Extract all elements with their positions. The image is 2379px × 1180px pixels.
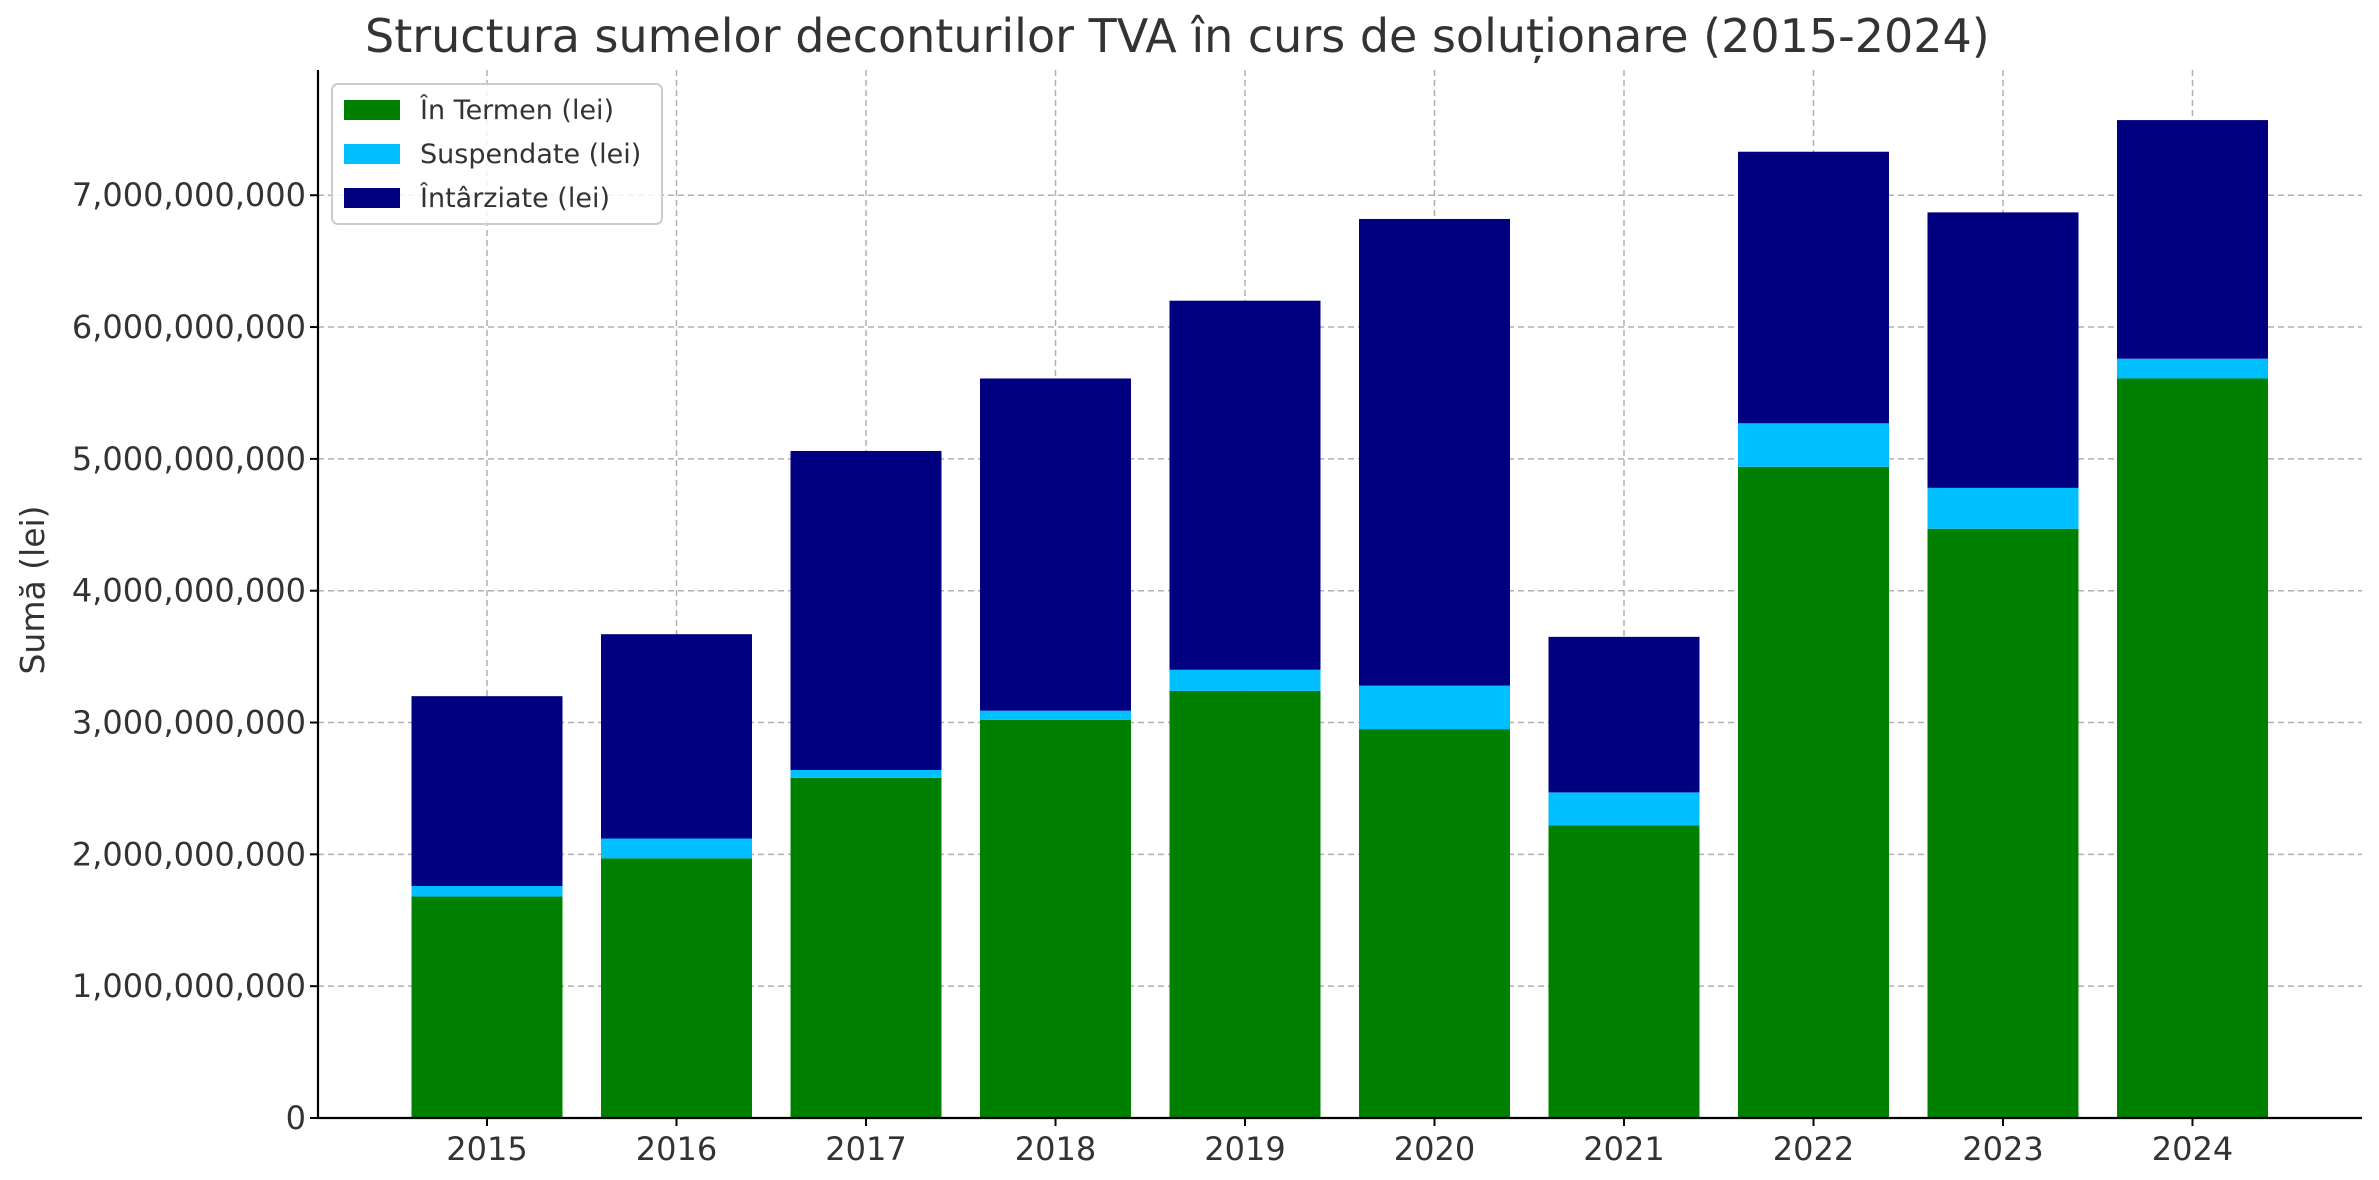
x-tick-label: 2021 xyxy=(1583,1130,1664,1168)
bar-segment-in-termen-2019 xyxy=(1169,690,1321,1118)
bar-segment-intarziate-2023 xyxy=(1927,212,2079,488)
chart-title: Structura sumelor deconturilor TVA în cu… xyxy=(365,9,1990,64)
bar-segment-suspendate-2020 xyxy=(1359,685,1510,730)
legend-box xyxy=(331,83,663,225)
x-tick-label: 2018 xyxy=(1015,1130,1096,1168)
bar-segment-intarziate-2020 xyxy=(1359,218,1510,686)
legend-swatch xyxy=(344,188,400,208)
legend-label: În Termen (lei) xyxy=(419,94,614,126)
bar-segment-suspendate-2019 xyxy=(1169,669,1321,691)
bar-segment-suspendate-2017 xyxy=(790,769,942,778)
bar-segment-in-termen-2022 xyxy=(1738,466,1889,1119)
bar-segment-in-termen-2023 xyxy=(1927,528,2079,1118)
legend-swatch xyxy=(344,100,400,120)
bar-segment-in-termen-2017 xyxy=(790,777,942,1118)
bar-segment-in-termen-2018 xyxy=(980,719,1131,1118)
x-tick-labels: 2015 2016 2017 2018 2019 2020 2021 2022 2023 2024 xyxy=(446,1130,2233,1168)
x-tick-label: 2019 xyxy=(1204,1130,1285,1168)
bar-segment-suspendate-2024 xyxy=(2117,358,2268,379)
x-tick-label: 2016 xyxy=(636,1130,717,1168)
bar-segment-in-termen-2015 xyxy=(411,896,563,1118)
x-tick-label: 2015 xyxy=(446,1130,527,1168)
bar-segment-intarziate-2015 xyxy=(411,696,563,886)
y-tick-label: 2,000,000,000 xyxy=(72,835,306,873)
y-tick-label: 4,000,000,000 xyxy=(72,572,306,610)
bar-segment-intarziate-2019 xyxy=(1169,300,1321,670)
y-tick-label: 6,000,000,000 xyxy=(72,308,306,346)
legend: În Termen (lei) Suspendate (lei) Întârziat… xyxy=(331,83,663,225)
bar-segment-suspendate-2016 xyxy=(601,838,752,859)
bar-segment-intarziate-2021 xyxy=(1548,636,1700,793)
x-tick-label: 2017 xyxy=(825,1130,906,1168)
bar-segment-in-termen-2021 xyxy=(1548,825,1700,1118)
legend-label: Suspendate (lei) xyxy=(420,139,641,170)
y-tick-label: 1,000,000,000 xyxy=(72,967,306,1005)
y-tick-labels: 0 1,000,000,000 2,000,000,000 3,000,000,000… xyxy=(72,176,306,1137)
bar-segment-intarziate-2018 xyxy=(980,378,1131,711)
bar-segment-suspendate-2018 xyxy=(980,710,1131,720)
bar-segment-suspendate-2015 xyxy=(411,885,563,897)
bar-segment-in-termen-2016 xyxy=(601,858,752,1118)
bars xyxy=(411,120,2268,1119)
legend-label: Întârziate (lei) xyxy=(419,182,610,214)
x-tick-label: 2024 xyxy=(2152,1130,2233,1168)
y-tick-label: 5,000,000,000 xyxy=(72,440,306,478)
axes xyxy=(310,70,2362,1126)
bar-segment-suspendate-2021 xyxy=(1548,792,1700,826)
y-tick-label: 0 xyxy=(286,1099,306,1137)
bar-segment-in-termen-2024 xyxy=(2117,378,2268,1119)
bar-segment-suspendate-2023 xyxy=(1927,487,2079,529)
bar-segment-intarziate-2022 xyxy=(1738,151,1889,424)
y-axis-label: Sumă (lei) xyxy=(13,505,52,674)
y-tick-label: 7,000,000,000 xyxy=(72,176,306,214)
bar-segment-in-termen-2020 xyxy=(1359,729,1510,1118)
bar-segment-intarziate-2016 xyxy=(601,634,752,839)
x-tick-label: 2023 xyxy=(1962,1130,2043,1168)
bar-segment-intarziate-2024 xyxy=(2117,120,2268,359)
x-tick-label: 2022 xyxy=(1773,1130,1854,1168)
bar-segment-suspendate-2022 xyxy=(1738,423,1889,467)
legend-swatch xyxy=(344,144,400,164)
x-tick-label: 2020 xyxy=(1394,1130,1475,1168)
bar-segment-intarziate-2017 xyxy=(790,450,942,770)
y-tick-label: 3,000,000,000 xyxy=(72,704,306,742)
